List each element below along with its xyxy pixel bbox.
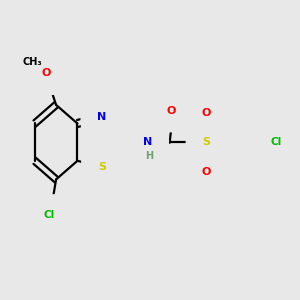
Text: S: S bbox=[98, 162, 106, 172]
Text: O: O bbox=[202, 108, 211, 118]
Text: H: H bbox=[131, 123, 139, 134]
Text: O: O bbox=[167, 106, 176, 116]
Text: CH₃: CH₃ bbox=[22, 57, 42, 67]
Text: O: O bbox=[202, 167, 211, 177]
Text: H: H bbox=[145, 151, 153, 161]
Text: O: O bbox=[42, 68, 51, 78]
Text: N: N bbox=[97, 112, 106, 122]
Text: S: S bbox=[202, 137, 210, 147]
Text: N: N bbox=[143, 137, 152, 147]
Text: Cl: Cl bbox=[44, 210, 55, 220]
Text: N: N bbox=[129, 137, 138, 147]
Text: Cl: Cl bbox=[271, 137, 282, 147]
